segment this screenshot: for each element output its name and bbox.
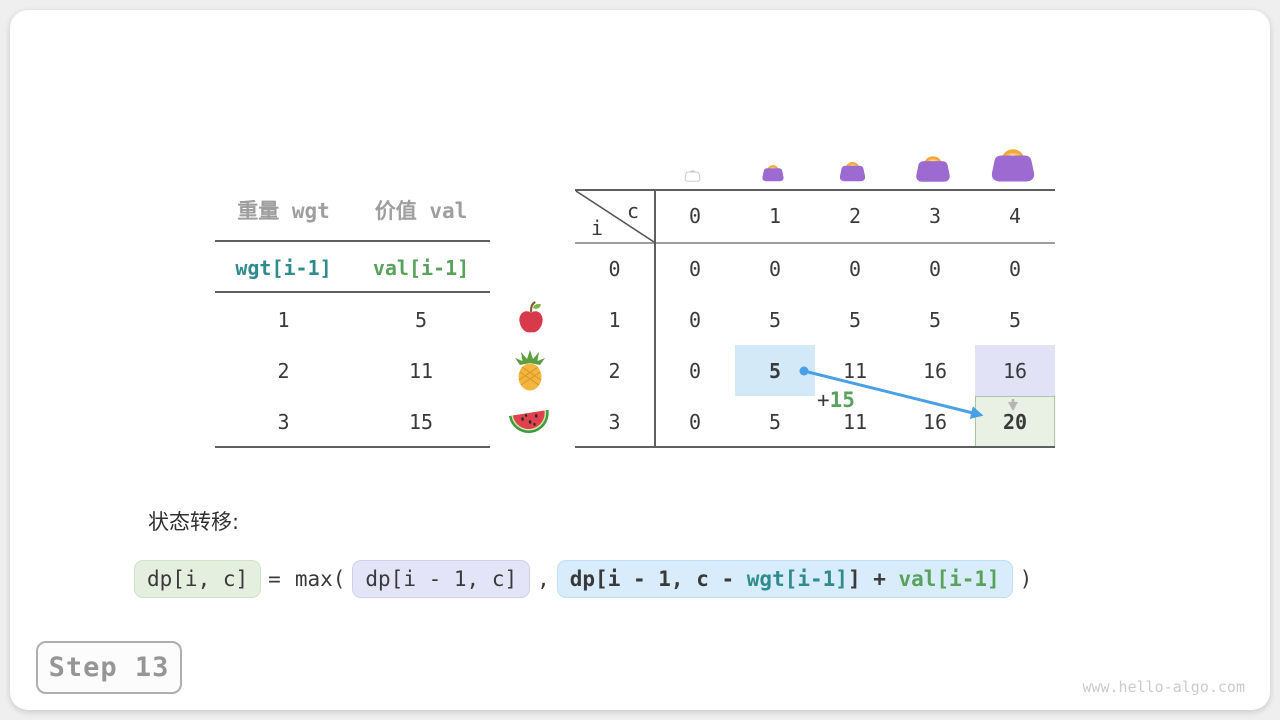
items-table-body: 1 5 2 11 3 15 — [215, 294, 490, 447]
pineapple-icon — [515, 350, 545, 391]
site-watermark: www.hello-algo.com — [1082, 678, 1245, 696]
dp-cell-3-4: 20 — [1002, 409, 1028, 434]
dp-cell-2-3: 16 — [922, 358, 948, 383]
dp-row-header-3: 3 — [608, 409, 621, 434]
formula-close-paren: ) — [1019, 567, 1033, 592]
dp-cell-2-4: 16 — [1002, 358, 1028, 383]
formula-arg2-val: val[i-1] — [898, 567, 1000, 591]
dp-col-headers: 0 1 2 3 4 — [655, 192, 1055, 240]
bag-medium-icon — [838, 156, 867, 182]
dp-col-header-4: 4 — [1008, 204, 1022, 228]
item-row3-wgt: 3 — [277, 409, 290, 434]
dp-table-body: 0 0 0 0 0 0 5 5 5 5 0 5 11 16 16 0 5 11 … — [655, 243, 1055, 447]
item-row1-val: 5 — [414, 307, 428, 332]
dp-cell-1-2: 5 — [848, 307, 862, 332]
formula-lhs-chip: dp[i, c] — [134, 560, 262, 599]
dp-cell-2-1: 5 — [768, 358, 782, 383]
formula-arg2-prefix: dp[i - 1, c - — [569, 567, 747, 591]
corner-col-label: c — [626, 199, 640, 223]
items-table-rule-bottom — [215, 446, 490, 448]
dp-cell-1-1: 5 — [768, 307, 782, 332]
dp-row-header-2: 2 — [608, 358, 621, 383]
dp-cell-0-0: 0 — [688, 256, 702, 281]
dp-cell-3-3: 16 — [922, 409, 948, 434]
dp-cell-3-1: 5 — [768, 409, 782, 434]
dp-row-headers: 0 1 2 3 — [575, 243, 654, 447]
bag-empty-icon — [684, 166, 701, 182]
formula-comma: , — [537, 567, 550, 592]
bag-small-icon — [761, 160, 785, 182]
dp-table-rule-header — [575, 242, 1055, 244]
formula-arg1-chip: dp[i - 1, c] — [352, 560, 531, 599]
item-row3-val: 15 — [408, 409, 434, 434]
formula-equals: = — [268, 567, 281, 592]
dp-cell-3-2: 11 — [842, 409, 868, 434]
highlight-cell-above-purple — [975, 345, 1055, 396]
dp-cell-2-0: 0 — [688, 358, 702, 383]
bag-large-icon — [914, 148, 952, 183]
formula-arg2-mid: ] + — [847, 567, 899, 591]
annotation-plus-sign: + — [817, 388, 830, 412]
dp-cell-2-2: 11 — [842, 358, 868, 383]
item-row2-val: 11 — [408, 358, 434, 383]
dp-table-rule-top — [575, 189, 1055, 191]
dp-cell-1-4: 5 — [1008, 307, 1022, 332]
dp-row-header-0: 0 — [608, 256, 621, 281]
apple-icon — [519, 301, 543, 333]
item-row2-wgt: 2 — [277, 358, 290, 383]
items-subheader-val: val[i-1] — [372, 256, 470, 280]
dp-table-rule-bottom — [575, 446, 1055, 448]
item-row1-wgt: 1 — [277, 307, 290, 332]
watermelon-icon — [508, 409, 549, 433]
dp-row-header-1: 1 — [608, 307, 621, 332]
dp-col-header-1: 1 — [768, 204, 782, 228]
formula-arg2-wgt: wgt[i-1] — [746, 567, 848, 591]
items-table-rule-top — [215, 240, 490, 242]
dp-cell-1-0: 0 — [688, 307, 702, 332]
dp-cell-0-4: 0 — [1008, 256, 1022, 281]
items-table-subheader: wgt[i-1] val[i-1] — [215, 250, 490, 286]
step-badge: Step 13 — [36, 641, 182, 694]
dp-cell-1-3: 5 — [928, 307, 942, 332]
state-transition-formula: dp[i, c] = max( dp[i - 1, c] , dp[i - 1,… — [134, 560, 1039, 599]
dp-cell-0-3: 0 — [928, 256, 942, 281]
items-subheader-wgt: wgt[i-1] — [235, 256, 332, 280]
formula-arg2-chip: dp[i - 1, c - wgt[i-1]] + val[i-1] — [556, 560, 1013, 599]
dp-cell-0-2: 0 — [848, 256, 862, 281]
formula-max-open: max( — [294, 567, 346, 592]
dp-table-divider — [654, 189, 656, 448]
items-header-weight: 重量 wgt — [237, 198, 330, 223]
add-value-annotation: +15 — [817, 388, 855, 412]
dp-col-header-3: 3 — [928, 204, 942, 228]
state-transition-label: 状态转移: — [148, 510, 240, 534]
dp-col-header-2: 2 — [848, 204, 862, 228]
corner-row-label: i — [590, 216, 604, 240]
dp-cell-3-0: 0 — [688, 409, 702, 434]
items-header-value: 价值 val — [374, 198, 468, 223]
items-table-rule-mid — [215, 291, 490, 293]
dp-cell-0-1: 0 — [768, 256, 782, 281]
annotation-value: 15 — [829, 388, 855, 412]
items-table-header: 重量 wgt 价值 val — [215, 193, 490, 229]
dp-col-header-0: 0 — [688, 204, 702, 228]
bag-xlarge-icon — [989, 139, 1037, 183]
